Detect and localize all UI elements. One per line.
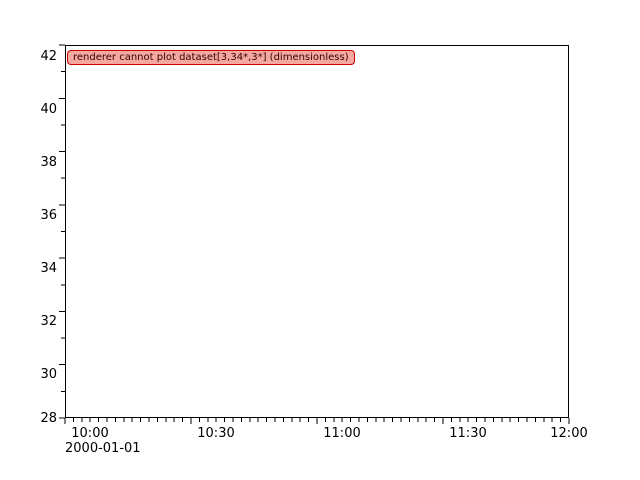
renderer-error-text: renderer cannot plot dataset[3,34*,3*] (…	[73, 52, 349, 63]
y-axis-labels: 42 40 38 36 34 32 30 28	[0, 0, 57, 480]
y-tick-label: 38	[40, 155, 57, 170]
x-tick-label: 10:00	[71, 426, 109, 441]
y-tick-label: 30	[40, 367, 57, 382]
y-tick-label: 28	[40, 411, 57, 426]
x-axis-date-label: 2000-01-01	[65, 441, 141, 456]
x-tick-label: 11:00	[323, 426, 361, 441]
y-tick-label: 40	[40, 102, 57, 117]
x-tick-label: 11:30	[449, 426, 487, 441]
y-tick-label: 32	[40, 314, 57, 329]
x-tick-label: 12:00	[550, 426, 588, 441]
x-tick-label: 10:30	[197, 426, 235, 441]
y-tick-label: 42	[40, 49, 57, 64]
y-tick-label: 34	[40, 261, 57, 276]
plot-area	[65, 45, 569, 418]
renderer-error-message: renderer cannot plot dataset[3,34*,3*] (…	[67, 50, 355, 65]
y-tick-label: 36	[40, 208, 57, 223]
